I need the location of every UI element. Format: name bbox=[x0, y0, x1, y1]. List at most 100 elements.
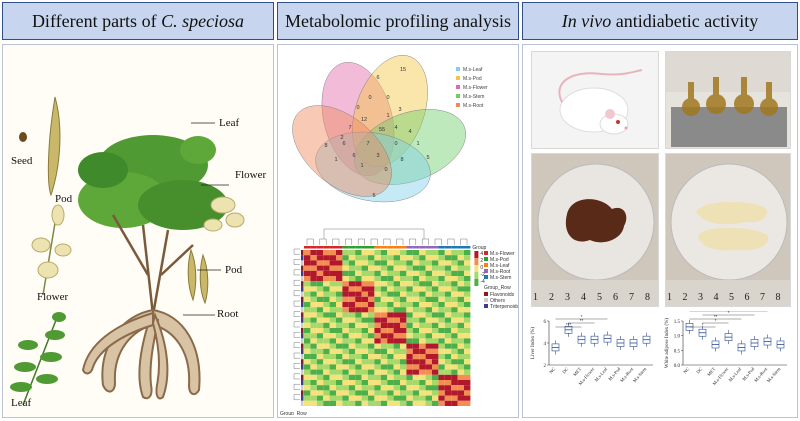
mouse-tail bbox=[558, 69, 643, 103]
pod-drawing-right bbox=[187, 248, 209, 305]
venn-count: 12 bbox=[361, 117, 367, 123]
heatmap-row-group-bar bbox=[301, 276, 304, 282]
heatmap-row-legend-swatch bbox=[484, 292, 488, 296]
venn-count: 4 bbox=[408, 129, 411, 135]
heatmap-scale-tick: 4 bbox=[480, 251, 483, 257]
heatmap-row-group-bar bbox=[301, 390, 304, 396]
heatmap-row-legend-swatch bbox=[484, 298, 488, 302]
venn-count: 5 bbox=[372, 193, 375, 199]
venn-petal-2 bbox=[352, 55, 428, 167]
sig-label: * bbox=[728, 311, 730, 315]
heatmap-group-bar bbox=[406, 246, 413, 249]
heatmap: Group M.s-FlowerM.s-PodM.s-LeafM.s-RootM.… bbox=[280, 228, 518, 415]
venn-count: 6 bbox=[352, 153, 355, 159]
heatmap-row-group-bar bbox=[301, 364, 304, 370]
heatmap-row-group-bar bbox=[301, 270, 304, 276]
mouse-photo bbox=[531, 51, 659, 149]
leaf-drawing-bottom bbox=[10, 312, 66, 406]
heatmap-group-bar bbox=[457, 246, 464, 249]
heatmap-row-group-bar bbox=[301, 317, 304, 323]
plant-illustration bbox=[10, 96, 245, 406]
header-species-name: C. speciosa bbox=[161, 10, 245, 31]
plant-stems bbox=[111, 214, 194, 316]
root-drawing bbox=[81, 308, 201, 400]
y-tick-label: 2 bbox=[544, 364, 547, 369]
venn-petal-5 bbox=[292, 105, 392, 197]
ruler-number: 2 bbox=[549, 292, 554, 303]
venn-legend-swatch bbox=[456, 103, 460, 107]
heatmap-group-bar bbox=[438, 246, 445, 249]
heatmap-group-bar bbox=[336, 246, 343, 249]
heatmap-group-bar bbox=[419, 246, 426, 249]
heatmap-group-bar bbox=[374, 246, 381, 249]
heatmap-group-bar bbox=[464, 246, 471, 249]
heatmap-group-bar bbox=[342, 246, 349, 249]
venn-count: 0 bbox=[384, 167, 387, 173]
adipose-photo bbox=[665, 153, 791, 307]
heatmap-scale-tick: 2 bbox=[480, 258, 483, 264]
heatmap-scale-step bbox=[474, 279, 479, 286]
label-pod-top: Pod bbox=[55, 193, 73, 205]
heatmap-row-legend-swatch bbox=[484, 304, 488, 308]
heatmap-row-group-bar bbox=[301, 374, 304, 380]
heatmap-row-group-bar bbox=[301, 328, 304, 334]
venn-count: 1 bbox=[360, 163, 363, 169]
heatmap-row-group-bar bbox=[301, 338, 304, 344]
venn-count: 15 bbox=[400, 67, 406, 73]
x-tick-label: M.s-Leaf bbox=[594, 366, 609, 383]
x-tick-label: DC bbox=[561, 366, 569, 374]
flower-drawing-left bbox=[31, 204, 72, 296]
sig-label: ** bbox=[580, 318, 584, 323]
heatmap-group-bar bbox=[355, 246, 362, 249]
venn-legend-swatch bbox=[456, 67, 460, 71]
ruler-number: 4 bbox=[713, 292, 719, 303]
venn-legend-swatch bbox=[456, 85, 460, 89]
ruler-left bbox=[532, 280, 658, 306]
header-antidiabetic-text: antidiabetic activity bbox=[611, 10, 759, 31]
y-tick-label: 0.0 bbox=[674, 364, 681, 369]
heatmap-row-group-bar bbox=[301, 312, 304, 318]
heatmap-group-bar bbox=[380, 246, 388, 249]
y-axis-label: White adipose Index (%) bbox=[665, 318, 670, 368]
heatmap-scale-tick: -2 bbox=[480, 272, 485, 278]
ruler-number: 5 bbox=[597, 292, 602, 303]
label-flower-right: Flower bbox=[235, 169, 267, 181]
ruler-number: 2 bbox=[682, 292, 688, 303]
header-metabolomic: Metabolomic profiling analysis bbox=[277, 2, 519, 40]
heatmap-legend-label: M.s-Root bbox=[490, 269, 511, 275]
flower-drawing-right bbox=[203, 196, 245, 232]
heatmap-legend-swatch bbox=[484, 251, 488, 255]
heatmap-group-bar bbox=[425, 246, 432, 249]
heatmap-row-group-bar bbox=[301, 260, 304, 266]
venn-count: 7 bbox=[348, 125, 351, 131]
heatmap-row-group-bar bbox=[301, 333, 304, 339]
heatmap-legend-swatch bbox=[484, 263, 488, 267]
ruler-number: 8 bbox=[645, 292, 650, 303]
ruler-number: 4 bbox=[581, 292, 586, 303]
heatmap-legend-swatch bbox=[484, 275, 488, 279]
ruler-number: 7 bbox=[629, 292, 634, 303]
ruler-number: 1 bbox=[667, 292, 672, 303]
heatmap-group-bar bbox=[412, 246, 420, 249]
ruler-number: 3 bbox=[698, 292, 703, 303]
liver-tissue bbox=[565, 199, 627, 243]
y-tick-label: 0.5 bbox=[674, 349, 681, 354]
seed-drawing bbox=[19, 132, 27, 142]
venn-legend-label: M.s-Stem bbox=[463, 94, 484, 100]
y-tick-label: 1.0 bbox=[674, 335, 681, 340]
liver-photo bbox=[531, 153, 659, 307]
heatmap-legend-swatch bbox=[484, 257, 488, 261]
heatmap-scale-step bbox=[474, 251, 479, 258]
heatmap-group-bar bbox=[316, 246, 324, 249]
pod-drawing-top bbox=[47, 96, 61, 197]
heatmap-group-bar bbox=[400, 246, 407, 249]
sig-label: * bbox=[581, 314, 583, 319]
venn-count: 3 bbox=[376, 153, 379, 159]
heatmap-row-group-bar bbox=[301, 395, 304, 401]
venn-count: 6 bbox=[376, 75, 379, 81]
venn-legend-label: M.s-Pod bbox=[463, 76, 482, 82]
sig-label: * bbox=[715, 318, 717, 323]
label-flower-left: Flower bbox=[37, 291, 69, 303]
